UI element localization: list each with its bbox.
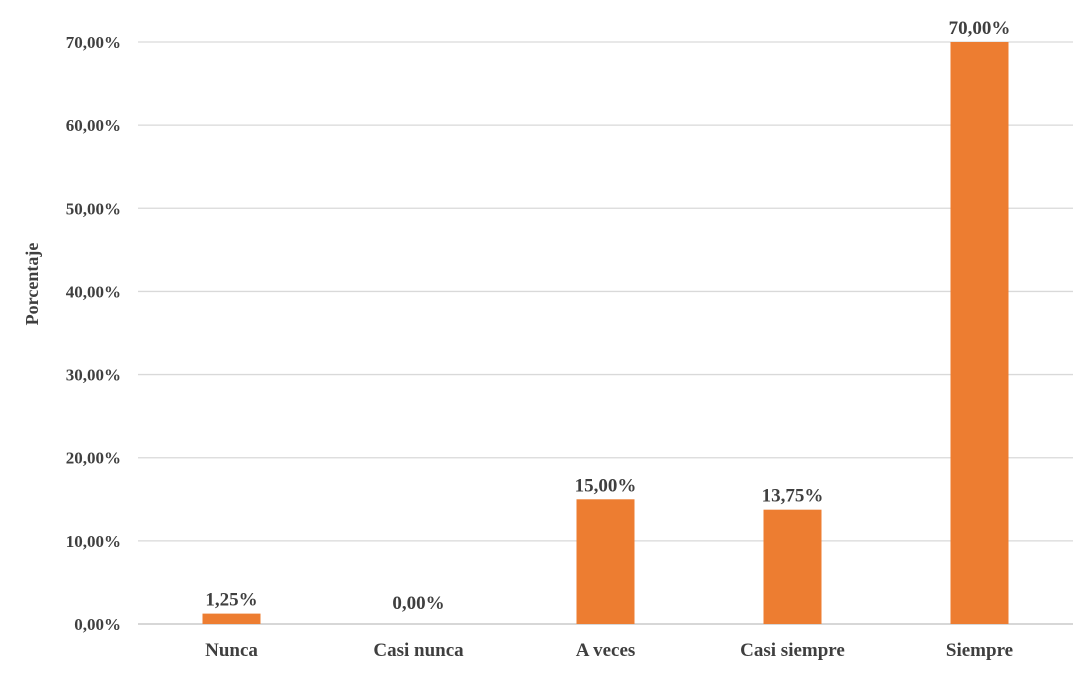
gridlines (138, 41, 1073, 625)
y-tick-label: 10,00% (66, 532, 121, 551)
category-label: A veces (576, 640, 636, 661)
y-tick-label: 0,00% (74, 615, 121, 634)
data-label: 13,75% (762, 486, 824, 507)
category-label: Nunca (205, 640, 258, 661)
bar (763, 509, 822, 624)
y-tick-label: 20,00% (66, 449, 121, 468)
data-label: 1,25% (205, 590, 257, 611)
x-axis-category-labels: Nunca Casi nunca A veces Casi siempre Siempr… (205, 640, 1013, 661)
y-tick-label: 30,00% (66, 366, 121, 385)
bar (576, 499, 635, 624)
bar (950, 42, 1009, 624)
bars (202, 42, 1009, 624)
category-label: Casi siempre (740, 640, 845, 661)
data-labels: 1,25% 0,00% 15,00% 13,75% 70,00% (205, 18, 1010, 614)
data-label: 0,00% (392, 593, 444, 614)
data-label: 70,00% (949, 18, 1011, 39)
y-axis-title: Porcentaje (22, 243, 42, 326)
data-label: 15,00% (575, 475, 637, 496)
y-axis-tick-labels: 0,00% 10,00% 20,00% 30,00% 40,00% 50,00% 60,00… (66, 33, 121, 634)
y-tick-label: 60,00% (66, 116, 121, 135)
category-label: Casi nunca (373, 640, 464, 661)
category-label: Siempre (946, 640, 1013, 661)
y-tick-label: 70,00% (66, 33, 121, 52)
y-tick-label: 40,00% (66, 282, 121, 301)
bar (202, 613, 261, 624)
y-tick-label: 50,00% (66, 199, 121, 218)
